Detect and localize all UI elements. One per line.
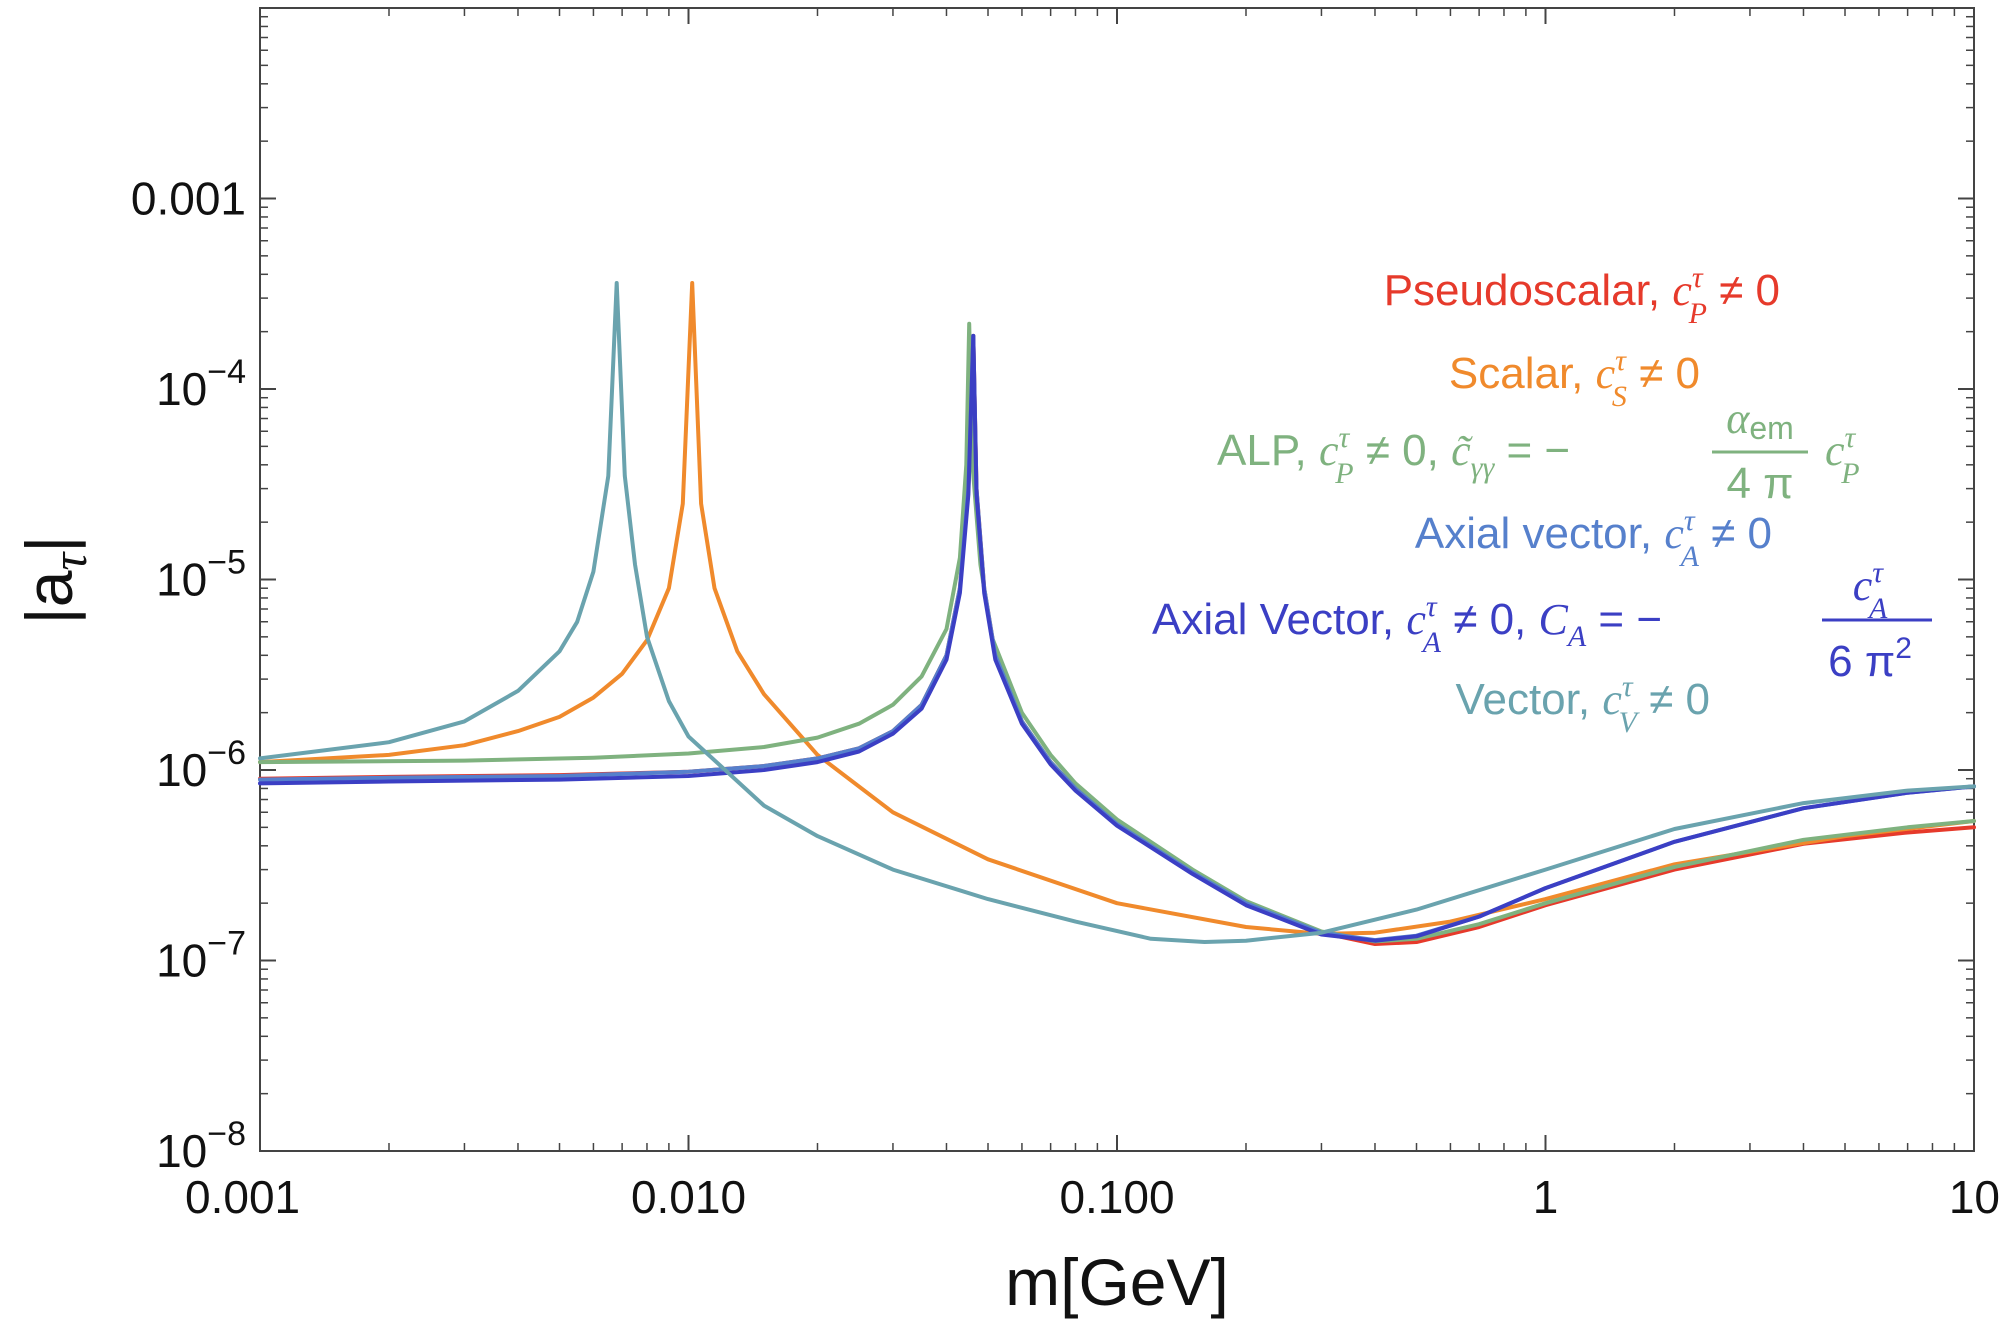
legend-pseudoscalar: Pseudoscalar, cτ P ≠ 0 bbox=[1384, 261, 1780, 330]
series-line-axial-vector-ca bbox=[258, 333, 1976, 943]
series-line-scalar bbox=[258, 281, 1976, 936]
y-tick-label: 10−6 bbox=[156, 734, 246, 796]
svg-text:4 π: 4 π bbox=[1726, 459, 1793, 508]
series-line-alp bbox=[258, 321, 1976, 944]
x-tick-label: 0.010 bbox=[631, 1171, 746, 1223]
plot-frame bbox=[259, 7, 1975, 1152]
svg-text:cτA: cτ A bbox=[1853, 556, 1888, 625]
x-tick-label: 10 bbox=[1949, 1171, 2000, 1223]
y-tick-label: 0.001 bbox=[131, 173, 246, 225]
legend-alp: ALP, cτ P ≠ 0, c̃γγ = − αem 4 π cτ P bbox=[1217, 394, 1860, 508]
series-group bbox=[258, 281, 1976, 946]
x-tick-label: 0.100 bbox=[1059, 1171, 1174, 1223]
svg-text:Axial Vector, cτA ≠ 0, CA = −: Axial Vector, cτ A ≠ 0, CA = − bbox=[1152, 590, 1662, 659]
y-tick-label: 10−7 bbox=[156, 925, 246, 987]
y-tick-label: 10−8 bbox=[156, 1115, 246, 1177]
legend-vector: Vector, cτ V ≠ 0 bbox=[1456, 670, 1710, 739]
legend-axial-vector: Axial vector, cτ A ≠ 0 bbox=[1415, 504, 1772, 573]
svg-text:ALP, cτP ≠ 0, c̃γγ = −: ALP, cτ P ≠ 0, c̃γγ = − bbox=[1217, 421, 1570, 490]
svg-text:αem: αem bbox=[1726, 394, 1794, 446]
x-axis-title: m[GeV] bbox=[1005, 1245, 1229, 1319]
legend-axial-vector-ca: Axial Vector, cτ A ≠ 0, CA = − cτ A 6 π2 bbox=[1152, 556, 1932, 686]
y-tick-label: 10−4 bbox=[156, 353, 246, 415]
x-tick-label: 1 bbox=[1533, 1171, 1559, 1223]
series-line-axial-vector bbox=[258, 333, 1976, 943]
x-tick-labels: 0.001 0.010 0.100 1 10 bbox=[185, 1171, 2000, 1223]
svg-text:cτP: cτ P bbox=[1825, 421, 1860, 490]
svg-text:6 π2: 6 π2 bbox=[1828, 632, 1912, 686]
legend-scalar: Scalar, cτ S ≠ 0 bbox=[1449, 344, 1700, 413]
y-tick-label: 10−5 bbox=[156, 544, 246, 606]
major-ticks bbox=[259, 8, 1975, 1152]
y-tick-labels: 10−8 10−7 10−6 10−5 10−4 0.001 bbox=[131, 173, 246, 1178]
series-line-pseudoscalar bbox=[258, 333, 1976, 946]
minor-ticks bbox=[260, 8, 1974, 1151]
x-tick-label: 0.001 bbox=[185, 1171, 300, 1223]
series-line-vector bbox=[258, 281, 1976, 944]
y-axis-title: |aτ| bbox=[12, 536, 97, 625]
legend: Pseudoscalar, cτ P ≠ 0 Scalar, cτ S ≠ 0 AL… bbox=[1152, 261, 1932, 739]
